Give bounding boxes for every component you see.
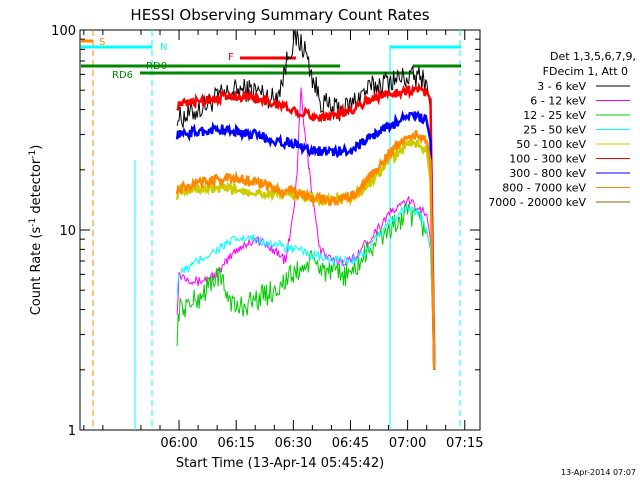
rd0-flag-label: RD0	[146, 61, 167, 72]
flare-flag-label: F	[228, 52, 234, 63]
y-axis-label: Count Rate (s-1 detector-1)	[28, 145, 44, 316]
legend-label: 7000 - 20000 keV	[488, 196, 586, 209]
legend-label: 25 - 50 keV	[523, 124, 586, 137]
legend-label: 3 - 6 keV	[537, 80, 586, 93]
legend-label: 50 - 100 keV	[516, 138, 586, 151]
legend-header: Det 1,3,5,6,7,9,	[550, 50, 636, 63]
series-line	[176, 204, 435, 370]
legend-label: 6 - 12 keV	[530, 95, 586, 108]
x-tick-label: 07:15	[446, 436, 483, 451]
series-line	[176, 81, 436, 370]
legend-label: 100 - 300 keV	[509, 153, 586, 166]
date-stamp: 13-Apr-2014 07:07	[561, 468, 636, 477]
series-line	[175, 109, 436, 370]
series-line	[176, 87, 435, 370]
series-line	[176, 203, 435, 370]
x-tick-label: 06:15	[217, 436, 254, 451]
y-tick-label: 1	[68, 424, 76, 439]
chart-title: HESSI Observing Summary Count Rates	[130, 6, 429, 24]
saa-flag-label: S	[99, 37, 105, 48]
legend-label: 12 - 25 keV	[523, 109, 586, 122]
x-axis-label: Start Time (13-Apr-14 05:45:42)	[176, 456, 384, 471]
x-tick-label: 06:45	[332, 436, 369, 451]
y-tick-label: 10	[59, 224, 76, 239]
legend-header: FDecim 1, Att 0	[543, 65, 628, 78]
x-tick-label: 06:30	[275, 436, 312, 451]
night-flag-label: N	[160, 42, 167, 53]
series-line	[175, 130, 436, 370]
legend-label: 800 - 7000 keV	[502, 182, 586, 195]
x-tick-label: 06:00	[160, 436, 197, 451]
legend-label: 300 - 800 keV	[509, 167, 586, 180]
y-tick-label: 100	[51, 24, 76, 39]
rd6-flag-label: RD6	[112, 70, 133, 81]
x-tick-label: 07:00	[389, 436, 426, 451]
